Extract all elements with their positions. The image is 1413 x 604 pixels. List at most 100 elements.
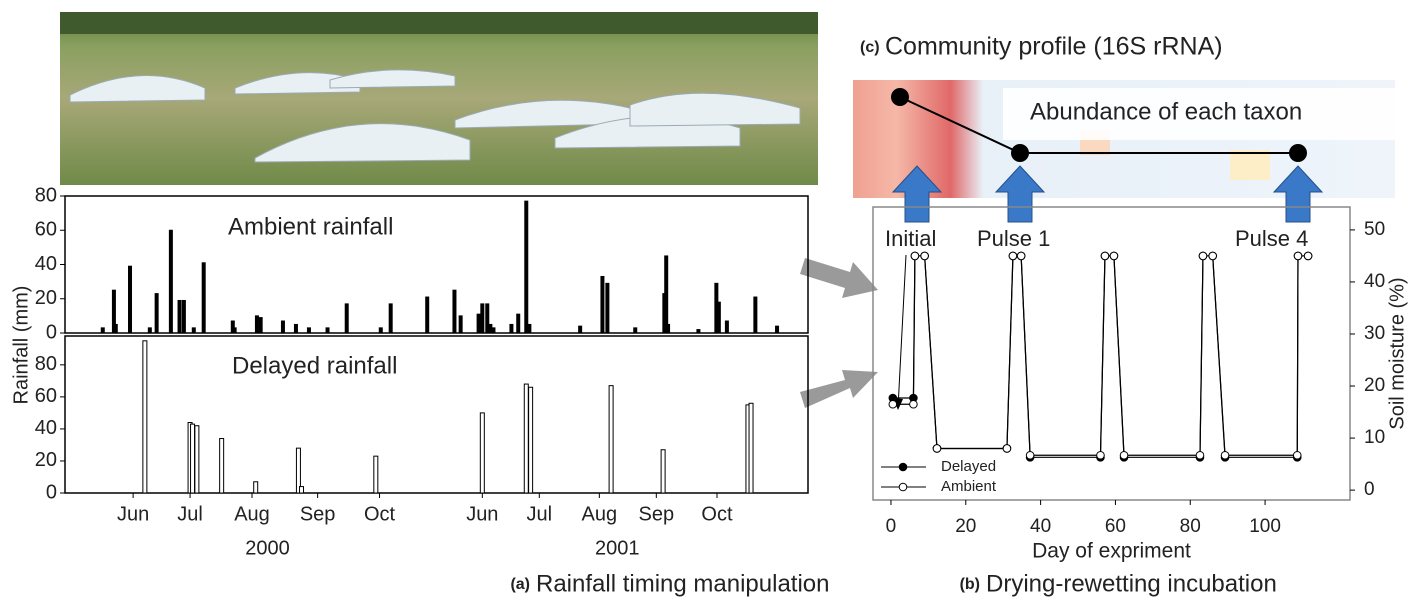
point: [1009, 252, 1017, 260]
bar: [129, 266, 132, 333]
bar: [195, 426, 199, 493]
bar: [326, 328, 329, 333]
x-tick-label: 60: [1105, 516, 1126, 537]
caption-label: (b): [960, 576, 980, 593]
y-tick-label: 20: [1364, 375, 1385, 396]
x-tick-label: 80: [1180, 516, 1201, 537]
point: [911, 252, 919, 260]
x-tick-label: Sep: [300, 503, 336, 525]
x-group-label: 2000: [245, 537, 290, 559]
y-tick-label: 30: [1364, 323, 1385, 344]
bar: [524, 384, 528, 493]
x-tick-label: 100: [1249, 516, 1281, 537]
x-tick-label: Jul: [177, 503, 203, 525]
bar: [307, 328, 310, 333]
y-tick-label: 50: [1364, 219, 1385, 240]
y-tick-label: 40: [1364, 271, 1385, 292]
point: [1196, 451, 1204, 459]
panel-title: Community profile (16S rRNA): [885, 33, 1223, 61]
point: [1017, 252, 1025, 260]
point: [1199, 252, 1207, 260]
x-tick-label: Aug: [234, 503, 270, 525]
point: [889, 400, 897, 408]
point: [1221, 451, 1229, 459]
x-tick-label: 40: [1030, 516, 1051, 537]
bar: [606, 283, 609, 333]
bar: [300, 487, 304, 493]
flow-arrows: [800, 258, 878, 408]
point: [1026, 451, 1034, 459]
bar: [481, 304, 484, 333]
y-tick-label: 20: [35, 287, 57, 309]
legend-marker: [899, 463, 907, 471]
point: [1101, 252, 1109, 260]
y-tick-label: 40: [35, 253, 57, 275]
bar: [374, 456, 378, 493]
bar: [233, 328, 236, 333]
bar: [665, 256, 668, 333]
bar: [155, 294, 158, 333]
bar: [192, 328, 195, 333]
bar: [178, 300, 181, 333]
point: [1293, 451, 1301, 459]
annotation: Pulse 4: [1235, 226, 1308, 251]
bar: [459, 316, 462, 333]
bar: [477, 314, 480, 333]
heatmap-annotation: Abundance of each taxon: [1030, 98, 1302, 125]
x-tick-label: Sep: [639, 503, 675, 525]
bar: [492, 328, 495, 333]
annotation-arrow: [898, 255, 906, 408]
bar: [453, 290, 456, 333]
bar: [220, 439, 224, 493]
point: [1110, 252, 1118, 260]
bar: [667, 324, 670, 333]
point: [1003, 445, 1011, 453]
bar: [345, 304, 348, 333]
x-tick-label: Oct: [364, 503, 396, 525]
point: [1120, 451, 1128, 459]
field-photo: [60, 12, 818, 185]
bar: [255, 316, 258, 333]
bar: [601, 276, 604, 333]
x-tick-label: Aug: [582, 503, 618, 525]
plot-frame: [65, 336, 808, 493]
y-tick-label: 20: [35, 449, 57, 471]
x-tick-label: Jul: [526, 503, 552, 525]
y-tick-label: 10: [1364, 427, 1385, 448]
y-tick-label: 80: [35, 353, 57, 375]
plot-frame: [873, 207, 1350, 500]
caption-label: (a): [510, 576, 530, 593]
bar: [202, 263, 205, 333]
figure: (c) Community profile (16S rRNA) Abundan…: [0, 0, 1413, 604]
bar: [754, 297, 757, 333]
x-tick-label: 20: [955, 516, 976, 537]
bar: [776, 326, 779, 333]
x-tick-label: Jun: [466, 503, 498, 525]
point: [1294, 252, 1302, 260]
bar: [379, 328, 382, 333]
bar: [426, 297, 429, 333]
bar: [579, 326, 582, 333]
y-tick-label: 0: [1364, 479, 1375, 500]
bar: [486, 304, 489, 333]
bar: [510, 324, 513, 333]
annotation: Pulse 1: [977, 226, 1050, 251]
y-tick-label: 60: [35, 219, 57, 241]
bar: [254, 482, 258, 493]
y-tick-label: 0: [46, 481, 57, 503]
bar: [281, 321, 284, 333]
y-tick-label: 0: [46, 321, 57, 343]
bar: [101, 328, 104, 333]
bar: [259, 318, 262, 333]
bar: [148, 328, 151, 333]
point: [1209, 252, 1217, 260]
series-line: [893, 256, 1308, 455]
y-axis-label: Soil moisture (%): [1386, 277, 1408, 429]
x-tick-label: Oct: [701, 503, 733, 525]
bar: [191, 424, 195, 493]
x-tick-label: Jun: [117, 503, 149, 525]
bar: [143, 341, 147, 493]
bar: [609, 386, 613, 493]
y-tick-label: 80: [35, 184, 57, 206]
y-tick-label: 60: [35, 385, 57, 407]
